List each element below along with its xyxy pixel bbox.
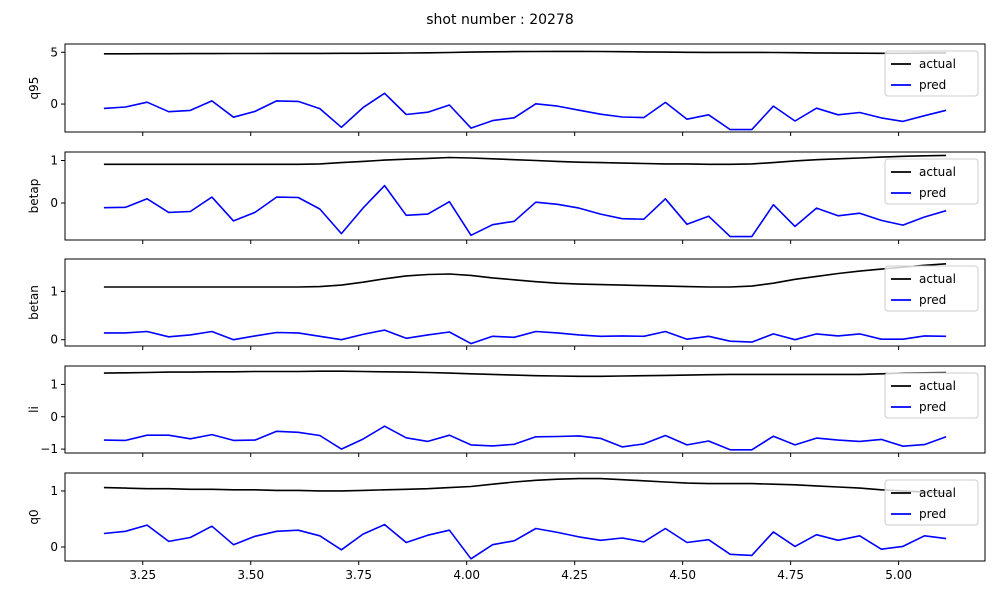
legend-label-pred: pred	[919, 186, 946, 200]
legend: actual pred	[884, 479, 979, 526]
y-axis-label: q0	[27, 509, 41, 524]
x-tick-label: 4.50	[669, 568, 696, 582]
axes-frame	[64, 472, 986, 562]
y-axis-label: betan	[27, 285, 41, 320]
y-tick-label: 5	[50, 45, 58, 59]
y-axis-label: li	[27, 406, 41, 413]
series-line-pred	[103, 329, 947, 345]
series-line-actual	[103, 263, 947, 288]
y-tick-label: 1	[50, 154, 58, 168]
subplot-q95: 0 5 q95 actual pred	[27, 43, 986, 136]
y-tick-label: 0	[50, 97, 58, 111]
legend-label-actual: actual	[919, 57, 956, 71]
axes-frame	[64, 43, 986, 133]
y-axis-label: q95	[27, 77, 41, 100]
legend-label-pred: pred	[919, 507, 946, 521]
legend-label-actual: actual	[919, 486, 956, 500]
legend: actual pred	[884, 158, 979, 205]
legend-label-actual: actual	[919, 379, 956, 393]
x-tick-label: 4.75	[777, 568, 804, 582]
legend-label-actual: actual	[919, 165, 956, 179]
legend: actual pred	[884, 372, 979, 419]
legend-label-pred: pred	[919, 400, 946, 414]
y-tick-label: −1	[40, 442, 58, 456]
x-tick-label: 3.50	[237, 568, 264, 582]
x-tick-label: 5.00	[885, 568, 912, 582]
legend: actual pred	[884, 50, 979, 97]
legend: actual pred	[884, 265, 979, 312]
axes-frame	[64, 365, 986, 454]
y-axis-label: betap	[27, 179, 41, 214]
y-tick-label: 1	[50, 284, 58, 298]
series-line-actual	[103, 154, 947, 166]
series-line-actual	[103, 477, 947, 494]
y-tick-label: 0	[50, 540, 58, 554]
subplot-li: −1 0 1 li actual pred	[27, 365, 986, 457]
x-tick-label: 4.25	[561, 568, 588, 582]
x-tick-label: 3.25	[129, 568, 156, 582]
series-line-pred	[103, 425, 947, 451]
series-line-pred	[103, 92, 947, 131]
legend-label-pred: pred	[919, 293, 946, 307]
y-tick-label: 0	[50, 196, 58, 210]
legend-label-pred: pred	[919, 78, 946, 92]
axes-frame	[64, 258, 986, 347]
y-tick-label: 0	[50, 333, 58, 347]
subplot-q0: 0 1 q0 3.25 3.50 3.75 4.00 4.25 4.50 4.75 5.00 actu…	[27, 472, 986, 582]
figure-title: shot number : 20278	[426, 12, 573, 28]
series-line-pred	[103, 523, 947, 560]
subplot-betan: 0 1 betan actual pred	[27, 258, 986, 350]
y-tick-label: 1	[50, 377, 58, 391]
axes-frame	[64, 151, 986, 241]
x-tick-label: 3.75	[345, 568, 372, 582]
x-tick-label: 4.00	[453, 568, 480, 582]
subplot-betap: 0 1 betap actual pred	[27, 151, 986, 244]
y-tick-label: 1	[50, 484, 58, 498]
series-line-actual	[103, 370, 947, 378]
series-line-actual	[103, 50, 947, 55]
legend-label-actual: actual	[919, 272, 956, 286]
y-tick-label: 0	[50, 410, 58, 424]
series-line-pred	[103, 184, 947, 238]
